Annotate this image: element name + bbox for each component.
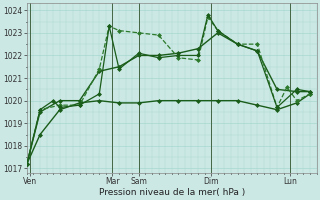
X-axis label: Pression niveau de la mer( hPa ): Pression niveau de la mer( hPa ) (99, 188, 245, 197)
